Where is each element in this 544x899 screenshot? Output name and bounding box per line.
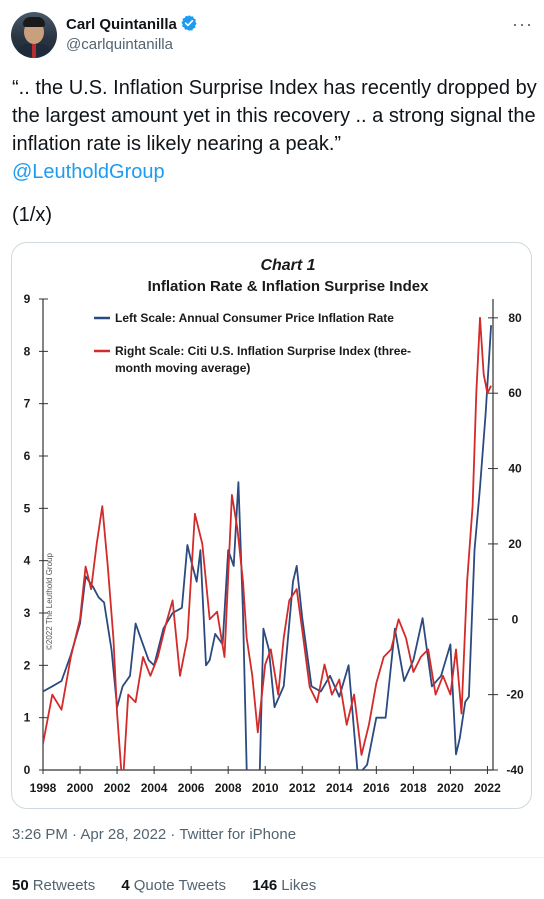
x-tick-label: 2018 xyxy=(400,781,427,795)
x-tick-label: 2016 xyxy=(363,781,390,795)
legend: Left Scale: Annual Consumer Price Inflat… xyxy=(94,311,414,375)
right-tick-label: 0 xyxy=(512,612,519,626)
verified-badge-icon xyxy=(181,15,197,31)
chart: Chart 1 Inflation Rate & Inflation Surpr… xyxy=(24,257,524,795)
legend-label-surprise: Right Scale: Citi U.S. Inflation Surpris… xyxy=(115,344,414,375)
cpi-series-line xyxy=(43,325,492,770)
timestamp[interactable]: 3:26 PM · Apr 28, 2022 · Twitter for iPh… xyxy=(12,826,297,843)
likes-count[interactable]: 146 xyxy=(252,877,278,894)
right-tick-label: 40 xyxy=(508,462,522,476)
chart-title: Chart 1 xyxy=(260,257,315,274)
right-tick-label: -20 xyxy=(506,688,524,702)
quotes-label[interactable]: Quote Tweets xyxy=(133,877,227,894)
x-tick-label: 2002 xyxy=(104,781,131,795)
right-tick-label: 20 xyxy=(508,537,522,551)
left-tick-label: 2 xyxy=(24,658,31,672)
likes-label[interactable]: Likes xyxy=(281,877,317,894)
x-tick-label: 1998 xyxy=(30,781,57,795)
left-tick-label: 0 xyxy=(24,763,31,777)
left-tick-label: 6 xyxy=(24,449,31,463)
avatar[interactable] xyxy=(11,12,57,58)
retweets-count[interactable]: 50 xyxy=(12,877,29,894)
x-tick-label: 2022 xyxy=(474,781,501,795)
x-tick-label: 2006 xyxy=(178,781,205,795)
left-tick-label: 3 xyxy=(24,606,31,620)
more-options-icon[interactable]: ··· xyxy=(512,14,533,34)
tweet-body: “.. the U.S. Inflation Surprise Index ha… xyxy=(12,74,537,186)
left-tick-label: 5 xyxy=(24,501,31,515)
x-tick-label: 2014 xyxy=(326,781,353,795)
likes-stat[interactable]: 146 Likes xyxy=(252,877,316,894)
author-handle[interactable]: @carlquintanilla xyxy=(66,36,173,53)
right-tick-label: 60 xyxy=(508,386,522,400)
engagement-stats: 50 Retweets 4 Quote Tweets 146 Likes xyxy=(12,877,338,894)
retweets-label[interactable]: Retweets xyxy=(32,877,96,894)
x-tick-label: 2008 xyxy=(215,781,242,795)
x-tick-label: 2020 xyxy=(437,781,464,795)
chart-subtitle: Inflation Rate & Inflation Surprise Inde… xyxy=(148,278,430,295)
left-tick-label: 1 xyxy=(24,711,31,725)
author-name[interactable]: Carl Quintanilla xyxy=(66,14,198,33)
right-tick-label: -40 xyxy=(506,763,524,777)
left-tick-label: 9 xyxy=(24,292,31,306)
right-tick-label: 80 xyxy=(508,311,522,325)
legend-label-surprise-line2: month moving average) xyxy=(115,361,250,375)
surprise-index-series-line xyxy=(43,316,492,770)
legend-label-cpi: Left Scale: Annual Consumer Price Inflat… xyxy=(115,311,394,325)
x-tick-label: 2010 xyxy=(252,781,279,795)
quotes-count[interactable]: 4 xyxy=(121,877,130,894)
divider xyxy=(0,857,544,858)
x-tick-label: 2004 xyxy=(141,781,168,795)
mention-link[interactable]: @LeutholdGroup xyxy=(12,161,165,183)
x-tick-label: 2012 xyxy=(289,781,316,795)
quotes-stat[interactable]: 4 Quote Tweets xyxy=(121,877,226,894)
legend-label-surprise-line1: Right Scale: Citi U.S. Inflation Surpris… xyxy=(115,344,411,358)
tweet-text: “.. the U.S. Inflation Surprise Index ha… xyxy=(12,77,537,155)
left-tick-label: 7 xyxy=(24,397,31,411)
chart-image[interactable]: Chart 1 Inflation Rate & Inflation Surpr… xyxy=(11,242,532,809)
retweets-stat[interactable]: 50 Retweets xyxy=(12,877,95,894)
x-tick-label: 2000 xyxy=(67,781,94,795)
left-tick-label: 4 xyxy=(24,554,31,568)
author-name-text[interactable]: Carl Quintanilla xyxy=(66,16,177,33)
thread-marker: (1/x) xyxy=(12,204,52,226)
left-tick-label: 8 xyxy=(24,344,31,358)
watermark: ©2022 The Leuthold Group xyxy=(45,553,54,650)
